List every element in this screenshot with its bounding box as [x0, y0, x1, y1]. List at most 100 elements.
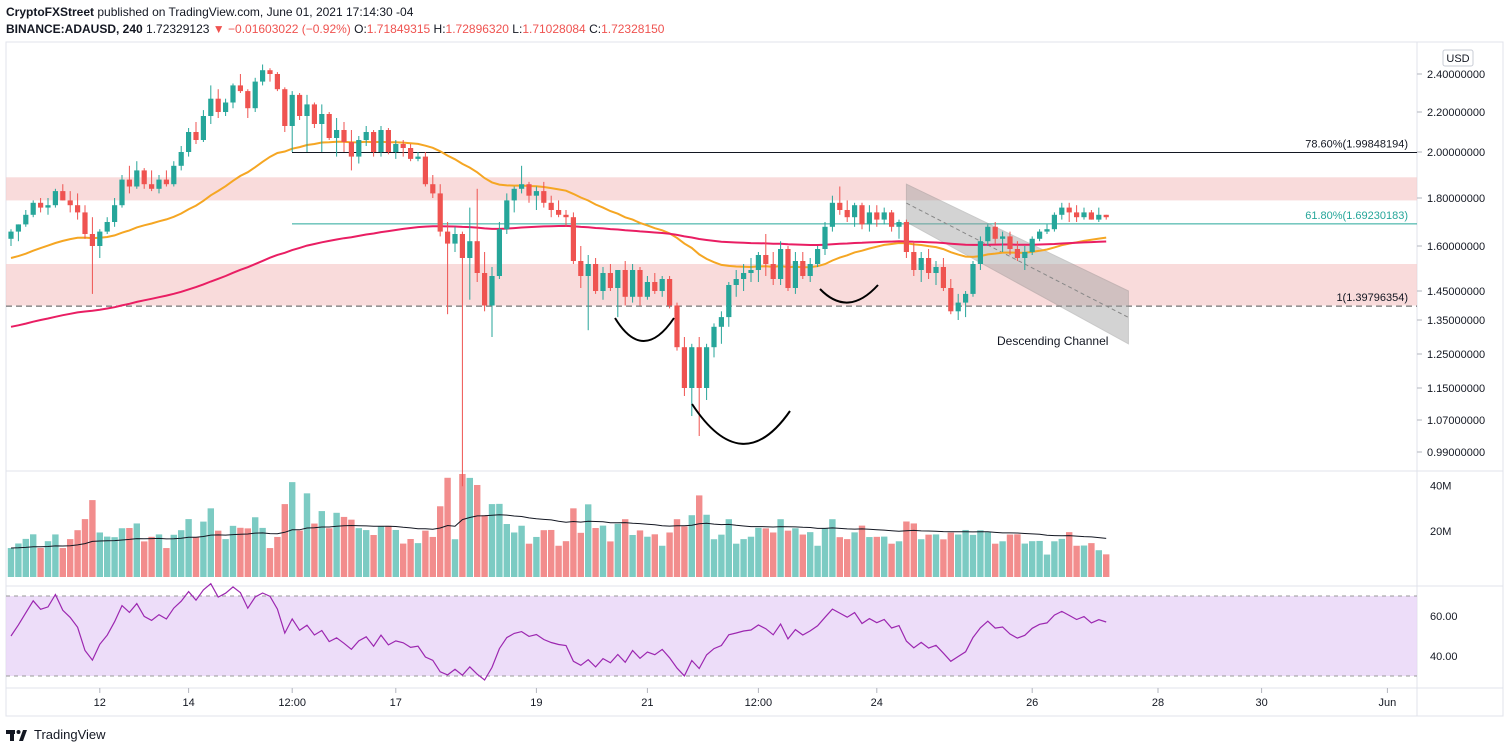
candle-body	[652, 282, 658, 291]
volume-bar	[348, 519, 355, 577]
volume-bar	[266, 548, 274, 577]
candle	[519, 165, 525, 194]
candle-body	[955, 302, 961, 312]
candle-body	[430, 184, 436, 194]
volume-bar	[363, 530, 370, 577]
candle	[955, 293, 961, 320]
volume-bar	[148, 536, 155, 577]
candle	[126, 165, 132, 194]
candle-body	[489, 276, 495, 306]
volume-bar	[895, 541, 903, 577]
candle-body	[600, 273, 606, 291]
volume-bar	[644, 536, 651, 577]
candle	[23, 210, 29, 227]
volume-bar	[237, 527, 244, 577]
candle	[874, 205, 880, 227]
candle	[1059, 202, 1065, 220]
candle	[304, 94, 310, 152]
candle	[667, 276, 673, 309]
volume-bar	[326, 528, 333, 577]
footer-brand: TradingView	[34, 727, 106, 742]
volume-tick-label: 40M	[1430, 480, 1451, 492]
candle	[748, 258, 754, 282]
candle	[607, 264, 613, 291]
candle	[82, 205, 88, 239]
time-tick-label: 14	[182, 697, 194, 709]
volume-bar	[215, 530, 222, 577]
candle	[733, 270, 739, 297]
volume-bar	[710, 539, 718, 577]
chart-frame	[5, 41, 1504, 717]
candle-body	[977, 241, 983, 264]
volume-bar	[681, 526, 688, 577]
candle-body	[578, 261, 584, 276]
low-value: 1.71028084	[522, 22, 586, 36]
volume-bar	[488, 504, 496, 577]
candle-body	[785, 249, 791, 288]
price-change: −0.01603022 (−0.92%)	[228, 22, 351, 36]
candle	[378, 126, 384, 157]
volume-bar	[747, 536, 755, 577]
candle	[1029, 236, 1035, 255]
ohlc-line: BINANCE:ADAUSD, 240 1.72329123 ▼ −0.0160…	[6, 22, 664, 36]
volume-bar	[984, 532, 991, 577]
volume-bar	[496, 503, 503, 577]
volume-bar	[81, 519, 89, 577]
volume-bar	[311, 523, 318, 577]
candle	[334, 118, 340, 157]
candle	[822, 222, 828, 255]
volume-bar	[466, 477, 473, 577]
candle	[15, 224, 21, 242]
time-tick-label: 12:00	[278, 697, 306, 709]
volume-bar	[1014, 534, 1021, 577]
candle	[30, 200, 36, 218]
candle	[186, 128, 192, 157]
volume-bar	[52, 534, 59, 577]
candle	[452, 226, 458, 252]
volume-bar	[333, 512, 340, 577]
candle	[644, 276, 650, 300]
candle-body	[1029, 238, 1035, 252]
candle	[371, 130, 377, 157]
volume-bar	[725, 519, 732, 577]
candle	[622, 261, 628, 306]
time-tick-label: 19	[530, 697, 542, 709]
candle	[282, 87, 288, 132]
volume-bar	[858, 525, 866, 577]
down-arrow-icon: ▼	[212, 22, 225, 36]
candle-body	[852, 205, 858, 218]
rsi-band	[6, 596, 1417, 676]
candle	[889, 210, 895, 232]
candle-body	[644, 282, 650, 297]
volume-bar	[407, 539, 414, 577]
candle	[1000, 231, 1006, 252]
candle	[156, 175, 162, 194]
candle	[807, 258, 813, 282]
candle-body	[348, 142, 354, 157]
candle	[504, 193, 510, 234]
candle	[1103, 214, 1109, 220]
volume-bar	[992, 543, 999, 577]
candle-body	[415, 156, 421, 159]
candle	[526, 181, 532, 203]
volume-bar	[281, 504, 288, 577]
candle	[267, 68, 273, 82]
volume-bar	[67, 539, 74, 577]
price-tick-label: 1.60000000	[1427, 241, 1485, 253]
candle-body	[23, 214, 29, 225]
volume-bar	[733, 543, 740, 577]
fib-level-label-1: 61.80%(1.69230183)	[1305, 210, 1408, 222]
candle-body	[334, 130, 340, 138]
candle-body	[519, 184, 525, 189]
candle-body	[267, 70, 273, 74]
candle	[726, 282, 732, 327]
candle-body	[30, 202, 36, 215]
volume-bar	[888, 543, 895, 577]
volume-bar	[1021, 543, 1028, 577]
volume-bar	[274, 536, 281, 577]
volume-bar	[303, 493, 311, 577]
candle-body	[681, 347, 687, 388]
volume-bar	[437, 506, 444, 577]
volume-bar	[355, 528, 362, 577]
